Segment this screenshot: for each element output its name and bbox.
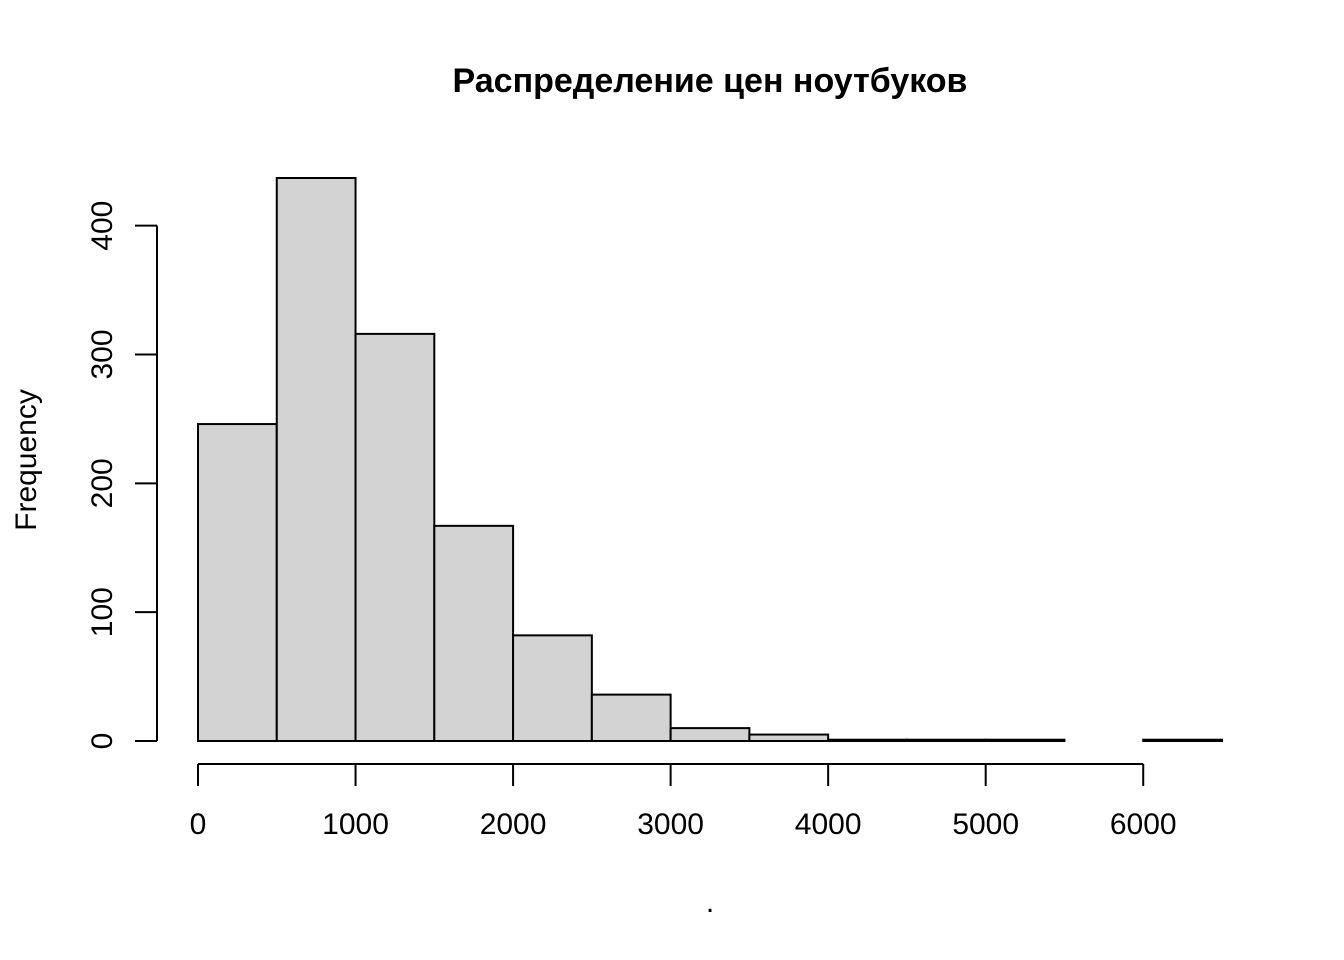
x-tick-label: 3000: [637, 808, 704, 841]
histogram-bar: [590, 693, 672, 742]
x-tick-label: 4000: [795, 808, 862, 841]
histogram-bar: [669, 727, 751, 742]
x-axis: 0 1000 2000 3000 4000 5000 6000: [190, 763, 1177, 841]
chart-title: Распределение цен ноутбуков: [453, 62, 968, 100]
bars-group: [197, 177, 1223, 743]
y-axis: 0 100 200 300 400: [86, 201, 158, 750]
y-tick-label: 400: [86, 201, 119, 251]
histogram-bar: [984, 738, 1066, 742]
histogram-bar: [827, 738, 908, 742]
y-axis-label: Frequency: [10, 389, 43, 531]
x-axis-label: .: [706, 886, 714, 919]
histogram-bar: [354, 332, 436, 742]
x-tick-label: 6000: [1110, 808, 1177, 841]
histogram-bar: [905, 738, 987, 742]
x-tick-label: 1000: [322, 808, 389, 841]
y-tick-label: 300: [86, 329, 119, 379]
x-tick-label: 2000: [480, 808, 547, 841]
histogram-bar: [433, 524, 515, 743]
y-tick-label: 200: [86, 458, 119, 508]
y-tick-label: 100: [86, 587, 119, 637]
x-tick-label: 0: [190, 808, 207, 841]
histogram-bar: [748, 733, 830, 742]
histogram-bar: [512, 634, 593, 743]
histogram-bar: [275, 177, 357, 742]
y-tick-label: 0: [86, 733, 119, 750]
x-tick-label: 5000: [952, 808, 1019, 841]
histogram-bar: [1142, 738, 1223, 742]
histogram-bar: [197, 423, 278, 742]
